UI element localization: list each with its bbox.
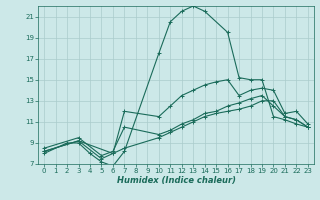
X-axis label: Humidex (Indice chaleur): Humidex (Indice chaleur) <box>116 176 236 185</box>
